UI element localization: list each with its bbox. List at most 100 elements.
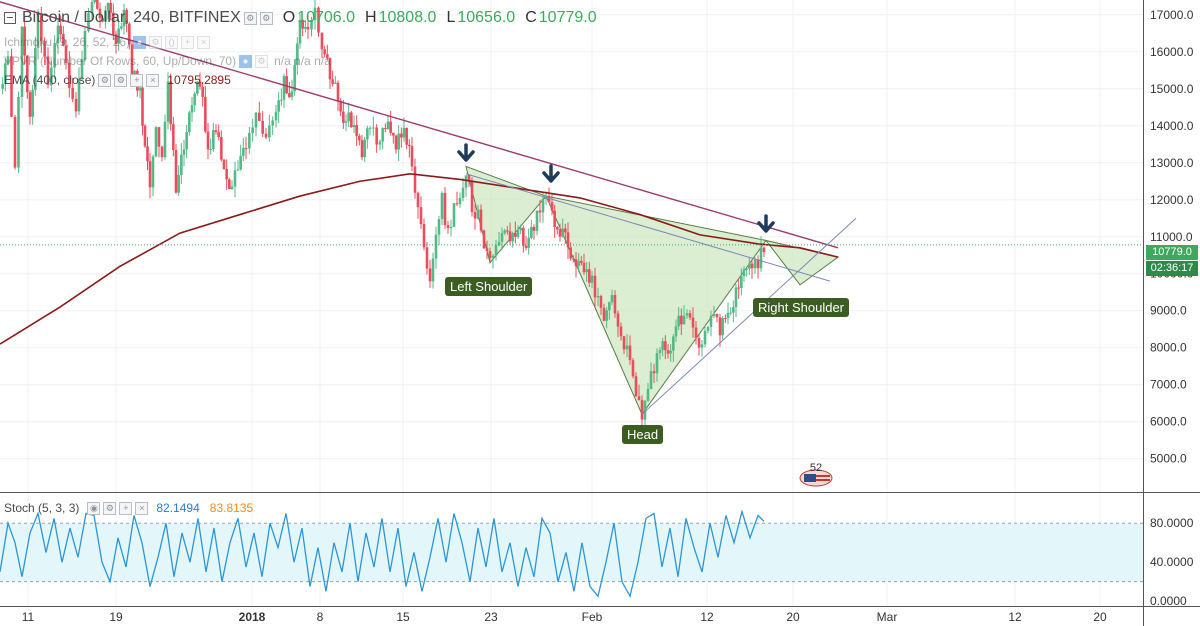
candle-body <box>732 307 735 313</box>
time-tick-label: 20 <box>1093 610 1107 624</box>
ichimoku-label: Ichimoku (9, 26, 52, 26) <box>4 35 131 49</box>
candle-body <box>125 9 128 24</box>
close-icon[interactable]: × <box>146 73 160 87</box>
neckline-trendline <box>465 173 831 282</box>
candle-body <box>422 224 426 248</box>
candle-body <box>20 26 24 97</box>
candle-body <box>285 76 288 94</box>
visibility-icon[interactable]: ● <box>239 54 253 68</box>
candle-body <box>166 81 170 122</box>
vpvr-legend[interactable]: VPVR (Number Of Rows, 60, Up/Down, 70) ●… <box>4 52 331 70</box>
collapse-icon[interactable] <box>4 12 16 24</box>
candle-body <box>585 269 588 273</box>
stoch-legend[interactable]: Stoch (5, 3, 3) ◉ ⚙ + × 82.1494 83.8135 <box>4 499 253 517</box>
candle-body <box>363 139 366 158</box>
last-price-tag: 10779.0 <box>1146 245 1198 260</box>
candle-body <box>593 275 597 298</box>
stoch-d-value: 83.8135 <box>209 501 254 515</box>
candle-body <box>446 225 450 229</box>
candle-body <box>712 313 716 316</box>
candle-body <box>185 131 188 150</box>
candle-body <box>298 20 302 44</box>
settings-icon[interactable]: ⚙ <box>98 73 112 87</box>
candle-body <box>524 245 528 248</box>
price-tick-label: 6000.0 <box>1150 415 1187 429</box>
price-tick-label: 14000.0 <box>1150 119 1194 133</box>
ichimoku-legend[interactable]: Ichimoku (9, 26, 52, 26) ● ⚙ () + × <box>4 33 211 51</box>
visibility-icon[interactable]: ● <box>133 35 147 49</box>
format-icon[interactable]: ⚙ <box>114 73 128 87</box>
candle-body <box>120 26 123 29</box>
candle-body <box>83 30 87 60</box>
add-icon[interactable]: + <box>181 35 195 49</box>
candle-body <box>46 56 50 85</box>
candle-body <box>748 263 751 269</box>
parens-icon[interactable]: () <box>165 35 179 49</box>
candle-body <box>239 155 242 170</box>
candle-body <box>740 276 743 288</box>
price-tick-label: 11000.0 <box>1150 230 1193 244</box>
ema-legend[interactable]: EMA (400, close) ⚙ ⚙ + × 10795.2895 <box>4 71 231 89</box>
candle-body <box>106 3 110 11</box>
candle-body <box>706 326 710 331</box>
settings-icon[interactable]: ⚙ <box>255 54 269 68</box>
candle-body <box>80 59 84 79</box>
candle-body <box>428 268 432 282</box>
candle-body <box>23 26 26 56</box>
candle-body <box>588 269 591 283</box>
candle-body <box>419 207 423 225</box>
close-icon[interactable]: × <box>197 35 211 49</box>
price-tick-label: 17000.0 <box>1150 8 1194 22</box>
stoch-band <box>0 523 1143 582</box>
candle-body <box>128 23 131 45</box>
candle-body <box>461 187 465 198</box>
add-icon[interactable]: + <box>119 501 133 515</box>
close-icon[interactable]: × <box>135 501 149 515</box>
candle-body <box>400 133 403 138</box>
settings-icon[interactable]: ⚙ <box>243 11 257 25</box>
format-icon[interactable]: ⚙ <box>259 11 273 25</box>
left-shoulder-label[interactable]: Left Shoulder <box>445 277 533 296</box>
time-tick-label: Mar <box>877 610 898 624</box>
candle-body <box>326 54 329 59</box>
candle-body <box>455 203 459 205</box>
candle-body <box>277 100 280 112</box>
candle-body <box>605 310 608 321</box>
symbol-title: Bitcoin / Dollar, 240, BITFINEX <box>22 9 241 26</box>
candle-body <box>762 247 766 253</box>
stoch-tick-label: 40.0000 <box>1150 555 1194 569</box>
stoch-line <box>0 509 765 599</box>
add-icon[interactable]: + <box>130 73 144 87</box>
candle-body <box>59 25 62 35</box>
stoch-tick-label: 80.0000 <box>1150 516 1194 530</box>
candle-body <box>172 124 175 151</box>
settings-icon[interactable]: ⚙ <box>149 35 163 49</box>
candle-body <box>452 203 456 227</box>
candle-body <box>157 127 161 147</box>
candle-body <box>143 125 147 147</box>
candle-body <box>320 32 324 50</box>
candle-body <box>274 111 278 121</box>
candle-body <box>375 127 378 145</box>
candle-body <box>449 226 453 229</box>
candle-body <box>201 86 204 97</box>
candle-body <box>242 148 245 156</box>
candle-body <box>344 121 348 123</box>
candle-body <box>734 287 738 308</box>
candle-body <box>694 327 698 338</box>
candle-body <box>31 89 34 117</box>
candle-body <box>392 132 395 136</box>
candle-body <box>405 128 408 145</box>
visibility-icon[interactable]: ◉ <box>87 501 101 515</box>
right-shoulder-label[interactable]: Right Shoulder <box>753 298 849 317</box>
candle-body <box>154 127 158 157</box>
candle-body <box>87 13 90 31</box>
candle-body <box>98 8 102 19</box>
head-label[interactable]: Head <box>622 425 664 444</box>
settings-icon[interactable]: ⚙ <box>103 501 117 515</box>
candle-body <box>556 227 559 230</box>
price-tick-label: 16000.0 <box>1150 45 1194 59</box>
candle-body <box>610 294 614 303</box>
candle-body <box>410 146 414 167</box>
